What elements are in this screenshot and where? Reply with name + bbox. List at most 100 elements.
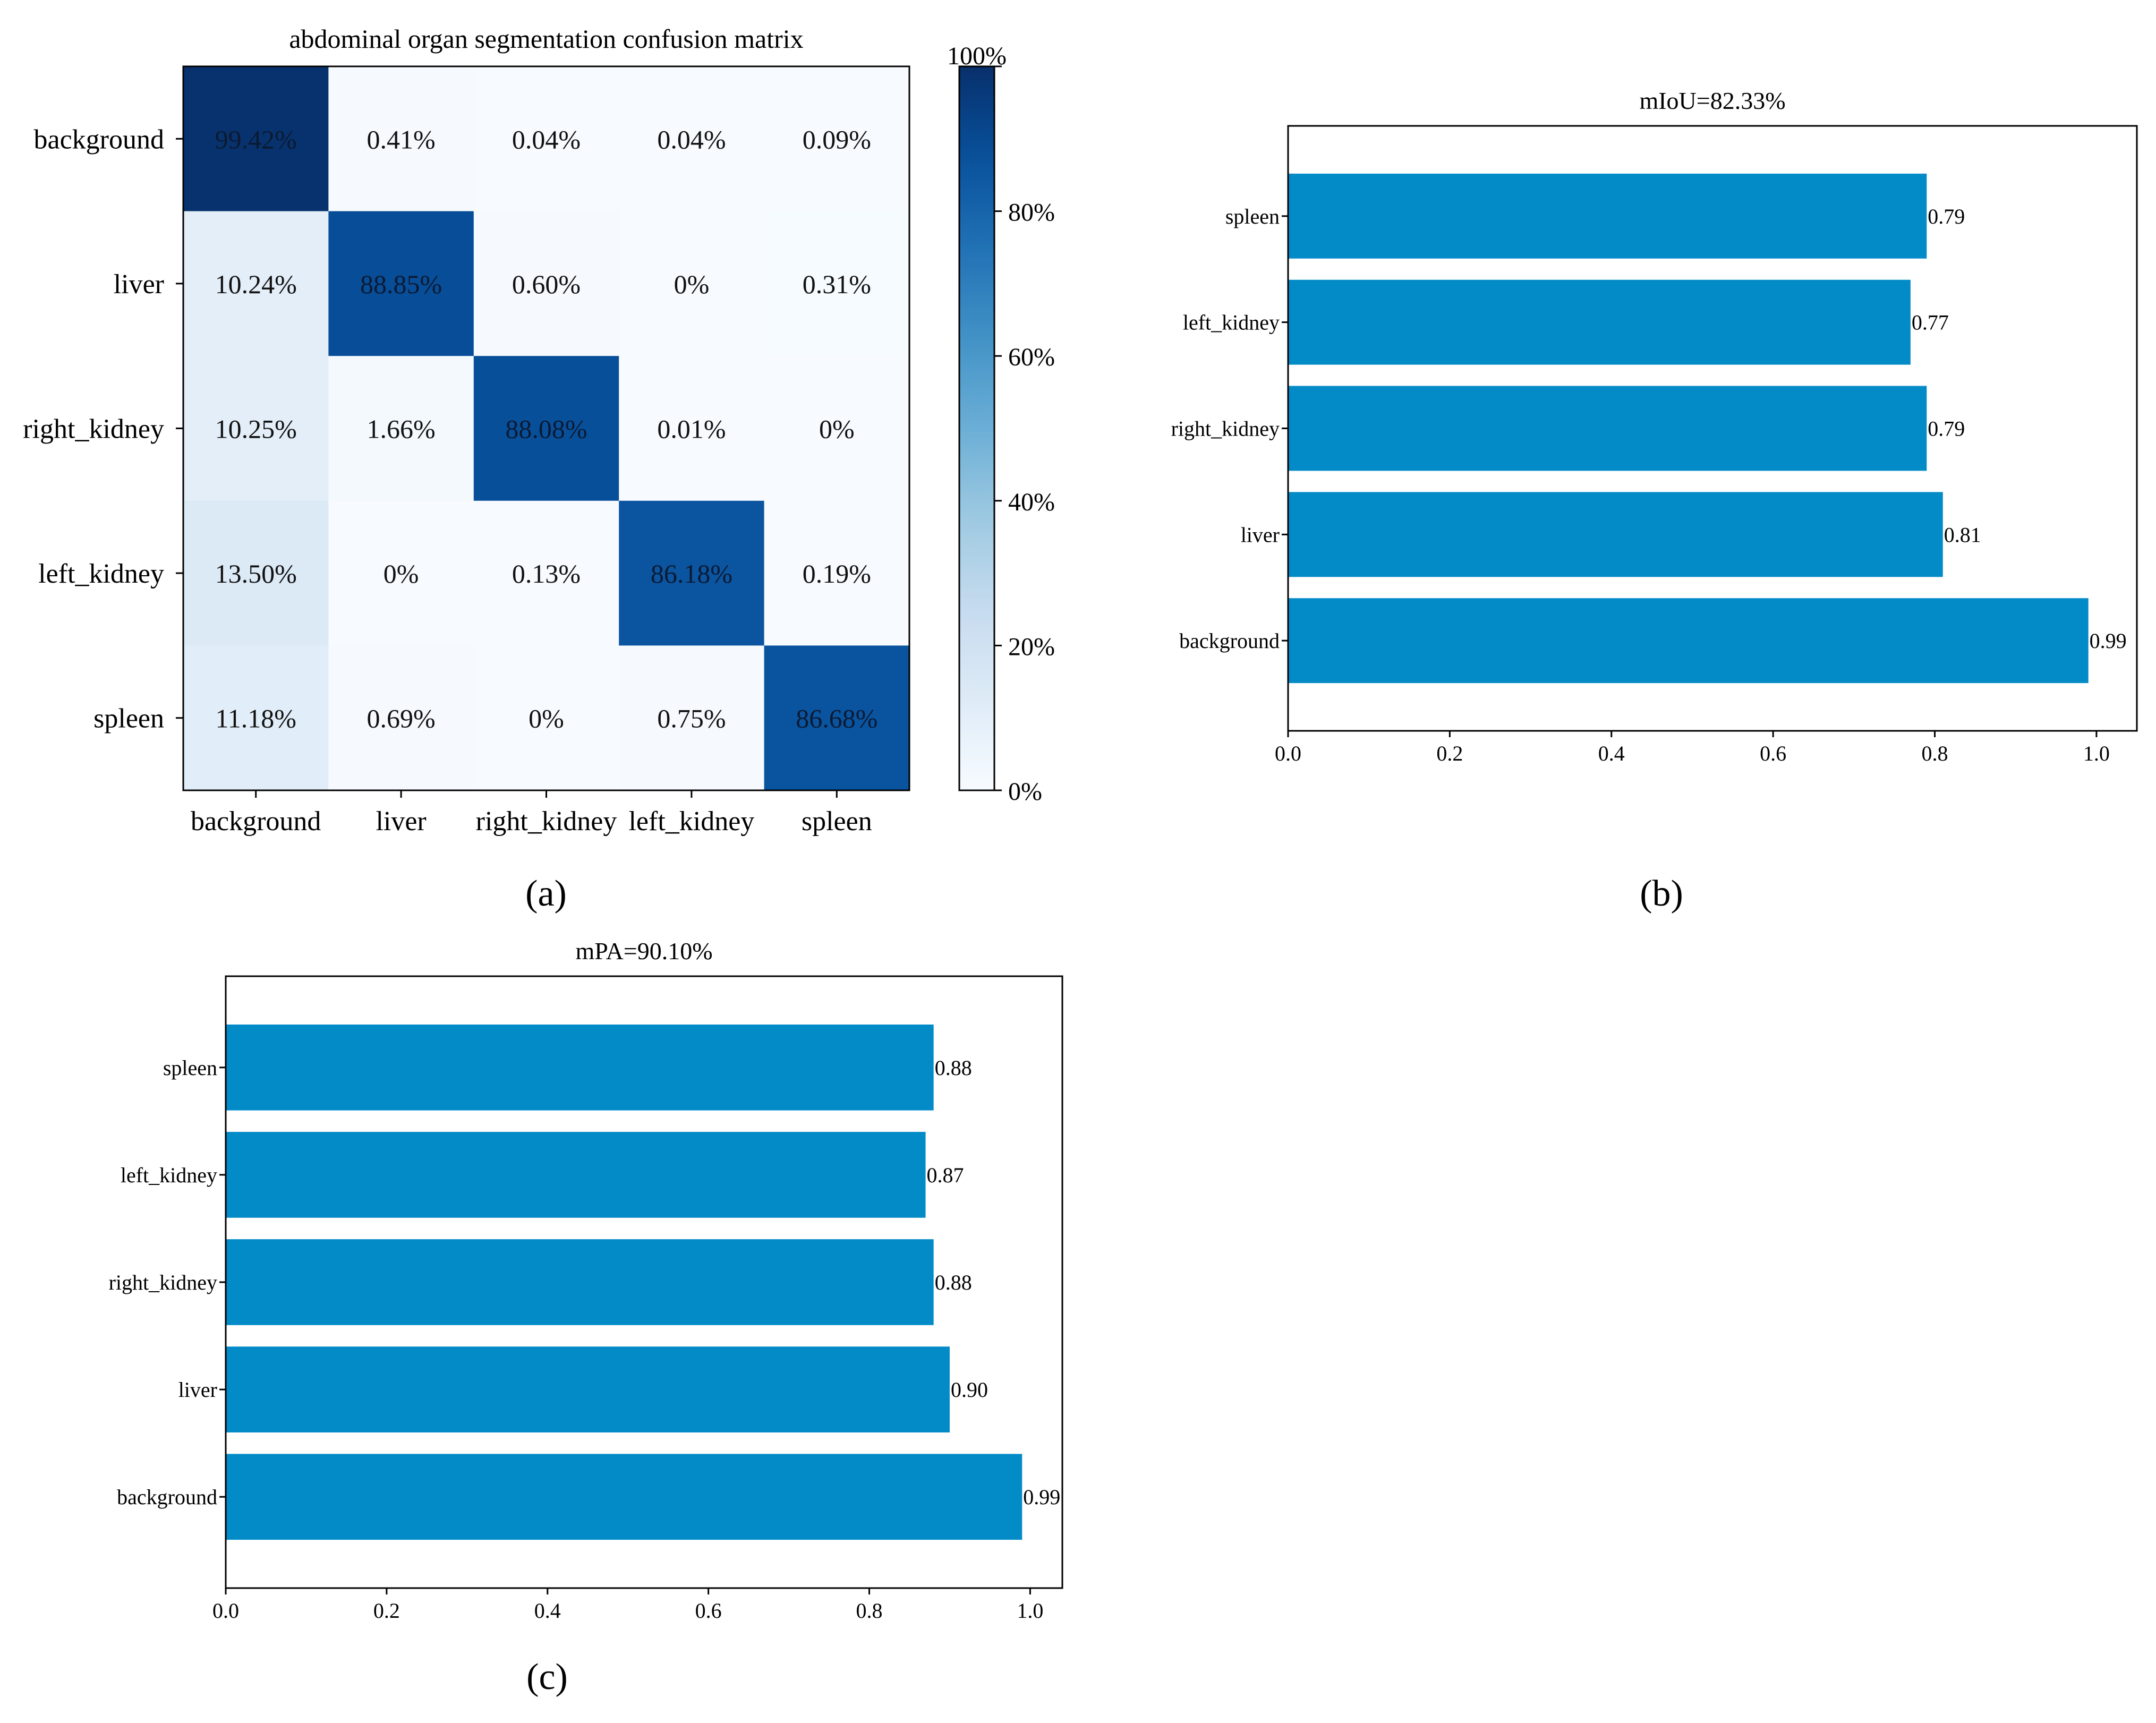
category-label: liver [1241,523,1280,547]
bar [226,1024,934,1111]
miou-bar-chart-panel: mIoU=82.33% background 0.99 liver 0.81 right_… [1171,87,2138,914]
x-tick-label: 0.0 [212,1599,239,1623]
bar-value-label: 0.77 [1912,311,1949,335]
matrix-cell [328,500,474,646]
category-label: background [1179,629,1280,653]
x-tick-label: 0.8 [1922,741,1948,765]
matrix-cell [619,66,765,212]
bar [1288,386,1927,471]
matrix-cell-label: 88.85% [360,269,442,299]
category-label: left_kidney [1183,311,1280,335]
bar [1288,598,2089,684]
matrix-cell-label: 0% [819,414,855,444]
category-label: spleen [163,1056,217,1080]
bar-chart-title: mIoU=82.33% [1639,87,1785,114]
category-label: right_kidney [109,1270,217,1294]
matrix-cell-label: 0% [529,704,564,733]
row-label: spleen [93,704,164,734]
bar [226,1454,1022,1540]
colorbar-tick-label: 40% [1008,488,1055,516]
matrix-cell-label: 0.04% [657,124,726,154]
matrix-cell [764,211,910,356]
colorbar-tick-label: 20% [1008,633,1055,661]
bar [1288,173,1927,259]
bar-value-label: 0.79 [1928,417,1965,441]
bar [226,1132,926,1218]
x-tick-label: 0.4 [1598,741,1625,765]
matrix-cell [473,356,619,501]
category-label: spleen [1225,204,1280,228]
x-tick-label: 0.2 [373,1599,400,1623]
matrix-cell [473,645,619,791]
matrix-cell-label: 0.41% [367,124,436,154]
colorbar-tick-label: 0% [1008,778,1042,806]
matrix-cell [619,211,765,356]
matrix-cell-label: 86.18% [651,559,732,588]
matrix-cell [619,356,765,501]
matrix-cell-label: 99.42% [215,124,297,154]
bar [226,1346,950,1432]
bar-chart-title: mPA=90.10% [575,937,712,965]
colorbar [958,65,995,791]
matrix-cell-label: 11.18% [216,704,296,733]
matrix-cell [473,211,619,356]
matrix-cell [619,645,765,791]
category-label: liver [178,1378,217,1402]
x-tick-label: 0.6 [695,1599,722,1623]
matrix-cell [619,500,765,646]
mpa-bar-chart-panel: mPA=90.10% background 0.99 liver 0.90 right_k… [109,937,1063,1698]
bar [1288,279,1911,365]
matrix-cell [473,66,619,212]
bar-value-label: 0.88 [935,1056,972,1080]
plot-frame [1287,125,2138,732]
row-label: background [34,124,164,155]
plot-frame [225,975,1063,1589]
matrix-cell-label: 0.04% [512,124,581,154]
x-tick-label: 0.4 [534,1599,561,1623]
matrix-cell-label: 0.09% [803,124,871,154]
row-label: left_kidney [38,559,164,589]
col-label: background [191,806,321,837]
matrix-cell [183,356,329,501]
colorbar-tick-label: 80% [1008,199,1055,227]
matrix-cell-label: 0% [674,269,710,299]
col-label: right_kidney [476,806,617,837]
matrix-cell-label: 0.01% [657,414,726,444]
bar-value-label: 0.90 [951,1378,988,1402]
matrix-cell-label: 13.50% [215,559,297,588]
matrix-cell-label: 10.25% [215,414,297,444]
colorbar-tick-label: 100% [947,42,1007,70]
x-tick-label: 0.8 [856,1599,883,1623]
matrix-cell-label: 0% [384,559,419,588]
matrix-cell [328,356,474,501]
row-label: right_kidney [23,414,164,445]
col-label: spleen [802,806,872,837]
bar-value-label: 0.99 [1023,1485,1060,1509]
x-tick-label: 0.6 [1760,741,1786,765]
matrix-cell [183,500,329,646]
bar [226,1239,934,1325]
matrix-cell-label: 88.08% [505,414,587,444]
confusion-matrix-panel: abdominal organ segmentation confusion m… [23,24,1055,914]
matrix-cell-label: 10.24% [215,269,297,299]
matrix-cell-label: 1.66% [367,414,436,444]
category-label: background [117,1485,217,1509]
matrix-cell-label: 86.68% [796,704,877,733]
colorbar-tick-label: 60% [1008,343,1055,371]
bar [1288,492,1943,577]
bar-value-label: 0.79 [1928,204,1965,228]
matrix-cell [764,66,910,212]
x-tick-label: 0.0 [1275,741,1301,765]
x-tick-label: 1.0 [2083,741,2110,765]
matrix-cell [183,645,329,791]
panel-label-a: (a) [525,873,567,914]
col-label: left_kidney [628,806,754,837]
x-tick-label: 1.0 [1017,1599,1043,1623]
matrix-cell-label: 0.19% [803,559,871,588]
matrix-cell-label: 0.13% [512,559,581,588]
matrix-cell-label: 0.69% [367,704,436,733]
matrix-cell [328,211,474,356]
row-label: liver [114,269,164,300]
